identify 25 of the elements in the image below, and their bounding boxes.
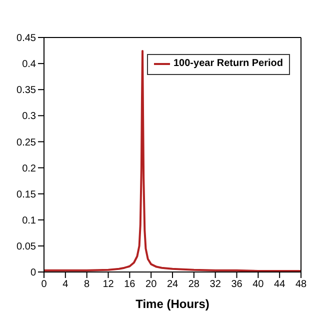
x-tick-label: 32 [210,279,222,290]
x-tick-label: 48 [295,279,307,290]
y-tick-label: 0.35 [16,85,36,96]
x-tick-label: 0 [41,279,48,290]
y-tick-label: 0.25 [16,137,36,148]
x-axis-title: Time (Hours) [136,297,210,311]
x-tick-label: 28 [188,279,200,290]
x-tick-label: 16 [124,279,136,290]
legend-label: 100-year Return Period [174,58,283,69]
x-tick-label: 44 [274,279,286,290]
y-tick-label: 0.05 [16,241,36,252]
x-tick-label: 8 [84,279,90,290]
y-tick-label: 0.3 [22,111,36,122]
x-tick-label: 20 [146,279,158,290]
y-tick-label: 0.1 [22,215,36,226]
y-tick-label: 0.15 [16,189,36,200]
y-tick-label: 0.4 [22,59,36,70]
y-tick-label: 0.2 [22,163,36,174]
x-tick-label: 12 [102,279,114,290]
y-tick-label: 0 [30,268,36,279]
x-tick-label: 36 [231,279,243,290]
x-tick-label: 4 [62,279,69,290]
y-tick-label: 0.45 [16,33,36,44]
x-tick-label: 40 [252,279,264,290]
x-tick-label: 24 [166,279,178,290]
